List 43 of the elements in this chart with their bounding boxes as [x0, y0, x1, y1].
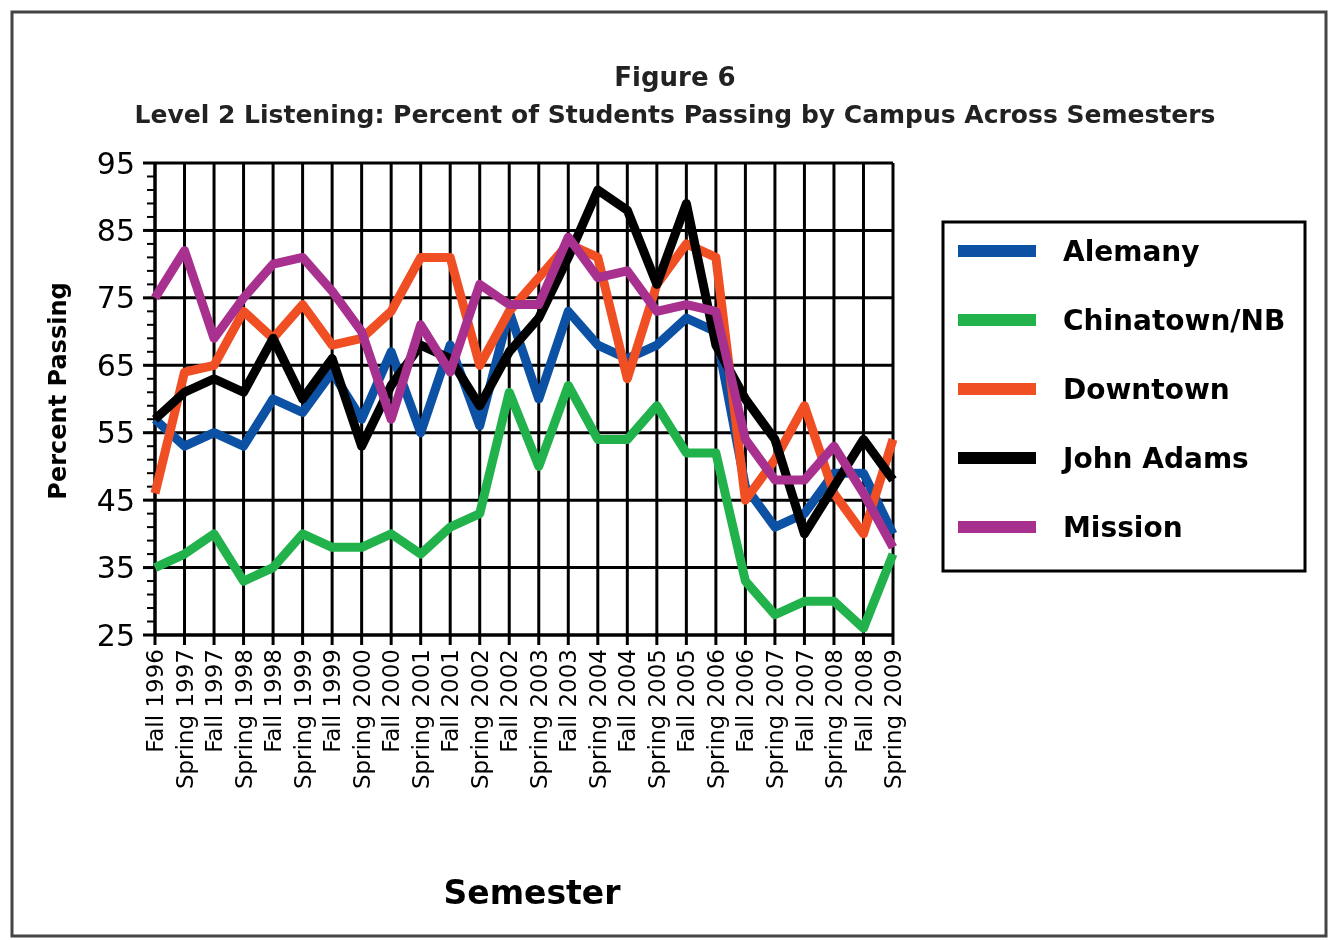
x-tick-label: Spring 2003	[525, 649, 552, 790]
legend-label: Downtown	[1063, 372, 1230, 406]
chart-title: Figure 6	[614, 62, 736, 92]
x-tick-label: Fall 2006	[732, 649, 759, 753]
legend-label: Alemany	[1063, 234, 1200, 268]
x-tick-label: Spring 1999	[289, 649, 316, 790]
x-tick-label: Fall 2007	[791, 649, 818, 753]
y-tick-label: 55	[96, 415, 135, 451]
x-tick-label: Spring 2006	[702, 649, 729, 790]
x-tick-label: Spring 1997	[171, 649, 198, 790]
x-tick-label: Spring 2002	[466, 649, 493, 790]
x-tick-label: Fall 2004	[614, 649, 641, 753]
chart-subtitle: Level 2 Listening: Percent of Students Passing by Campus Across Semesters	[134, 100, 1216, 129]
x-tick-label: Fall 1996	[142, 649, 169, 753]
x-tick-label: Fall 2003	[555, 649, 582, 753]
x-tick-label: Fall 1998	[260, 649, 287, 753]
x-tick-label: Fall 1997	[201, 649, 228, 753]
x-tick-label: Spring 2001	[407, 649, 434, 790]
legend-label: Mission	[1063, 510, 1183, 544]
y-tick-label: 35	[96, 550, 135, 586]
y-tick-label: 65	[96, 347, 135, 383]
x-tick-label: Fall 2008	[850, 649, 877, 753]
x-tick-label: Fall 2001	[437, 649, 464, 753]
legend-label: John Adams	[1061, 441, 1249, 475]
x-tick-label: Spring 2008	[821, 649, 848, 790]
x-tick-label: Spring 2005	[643, 649, 670, 790]
x-tick-label: Fall 2002	[496, 649, 523, 753]
x-tick-label: Spring 2009	[880, 649, 907, 790]
x-tick-label: Fall 1999	[319, 649, 346, 753]
x-tick-label: Spring 2007	[761, 649, 788, 790]
x-tick-label: Spring 2000	[348, 649, 375, 790]
x-tick-label: Fall 2000	[378, 649, 405, 753]
legend-label: Chinatown/NB	[1063, 303, 1286, 337]
y-tick-label: 45	[96, 482, 135, 518]
y-tick-label: 75	[96, 280, 135, 316]
x-tick-label: Spring 1998	[230, 649, 257, 790]
x-tick-label: Fall 2005	[673, 649, 700, 753]
x-axis-title: Semester	[443, 873, 622, 912]
y-tick-label: 25	[96, 617, 135, 653]
y-axis-title: Percent Passing	[44, 282, 72, 500]
x-tick-label: Spring 2004	[584, 649, 611, 790]
y-tick-label: 85	[96, 212, 135, 248]
y-tick-label: 95	[96, 145, 135, 181]
